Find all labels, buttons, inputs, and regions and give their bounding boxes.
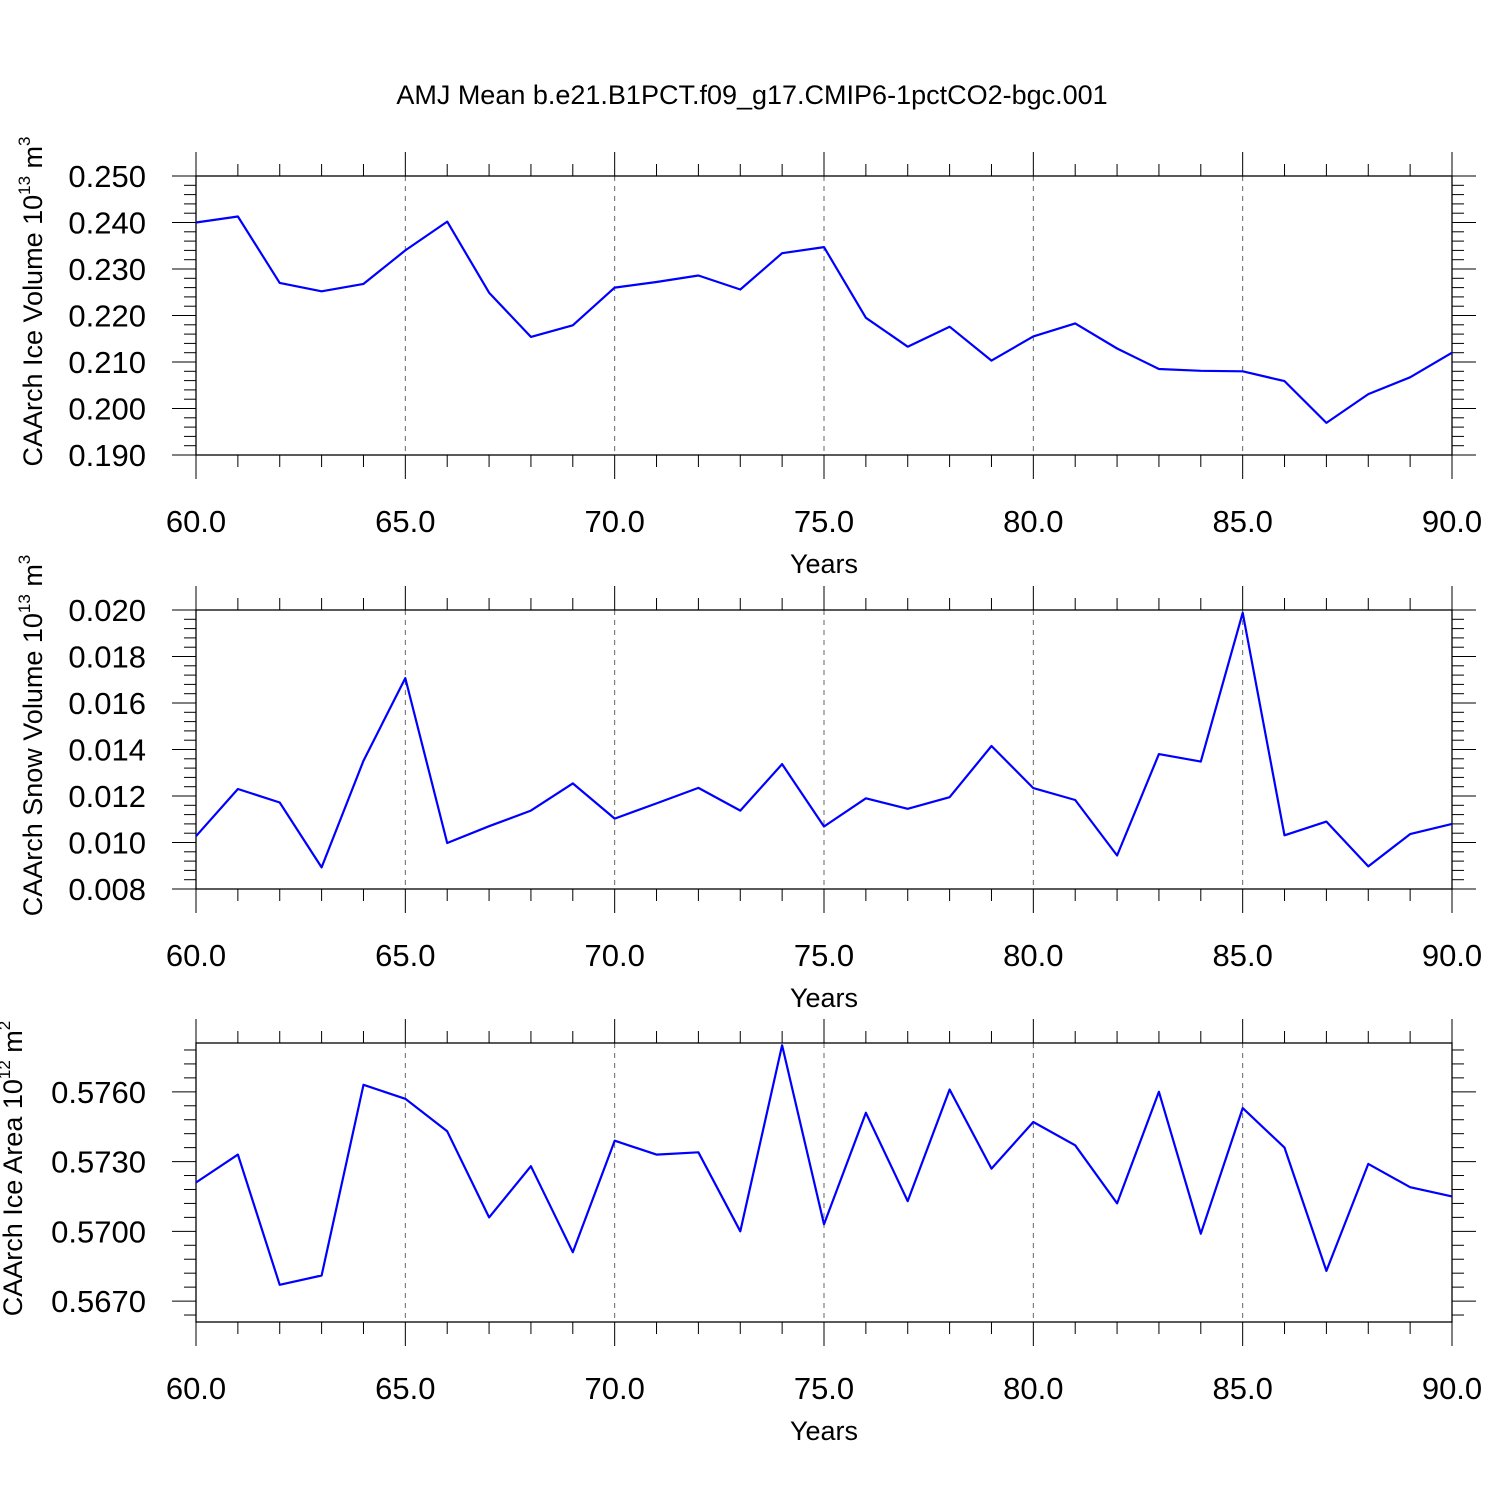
chart-panel-2: 60.0 65.0 70.0 75.0 80.0 85.0 90.0 Years 0.008 0.…	[15, 555, 1482, 1013]
x-axis-label: Years	[790, 549, 858, 579]
x-tick-label: 75.0	[794, 1371, 854, 1406]
x-tick-label: 85.0	[1212, 504, 1272, 539]
y-axis-label: CAArch Ice Area 1012 m2	[0, 1021, 28, 1317]
y-tick-label: 0.190	[68, 438, 146, 473]
x-tick-label: 65.0	[375, 1371, 435, 1406]
x-axis-label: Years	[790, 1416, 858, 1446]
x-tick-label: 80.0	[1003, 1371, 1063, 1406]
y-axis-label: CAArch Snow Volume 1013 m3	[15, 555, 48, 917]
series-line	[195, 1044, 1453, 1286]
y-tick-label: 0.5700	[51, 1214, 146, 1249]
chart-panel-3: 60.0 65.0 70.0 75.0 80.0 85.0 90.0 Years 0.5670 0…	[0, 1019, 1482, 1446]
y-tick-label: 0.220	[68, 299, 146, 334]
x-tick-label: 65.0	[375, 938, 435, 973]
x-tick-label: 90.0	[1422, 938, 1482, 973]
series-line	[195, 611, 1453, 869]
y-tick-label: 0.020	[68, 593, 146, 628]
figure-title: AMJ Mean b.e21.B1PCT.f09_g17.CMIP6-1pctC…	[396, 80, 1107, 110]
panels: 60.0 65.0 70.0 75.0 80.0 85.0 90.0 Years 0.190 0.…	[0, 136, 1482, 1446]
x-tick-label: 85.0	[1212, 938, 1272, 973]
y-tick-label: 0.5670	[51, 1284, 146, 1319]
y-tick-label: 0.230	[68, 252, 146, 287]
x-tick-label: 80.0	[1003, 504, 1063, 539]
x-tick-label: 60.0	[166, 938, 226, 973]
y-tick-label: 0.008	[68, 872, 146, 907]
x-tick-label: 90.0	[1422, 1371, 1482, 1406]
x-tick-label: 60.0	[166, 1371, 226, 1406]
y-tick-label: 0.240	[68, 206, 146, 241]
y-tick-label: 0.200	[68, 392, 146, 427]
y-tick-label: 0.250	[68, 159, 146, 194]
x-axis-label: Years	[790, 983, 858, 1013]
y-tick-label: 0.5760	[51, 1075, 146, 1110]
x-tick-label: 65.0	[375, 504, 435, 539]
y-tick-label: 0.016	[68, 686, 146, 721]
y-tick-label: 0.018	[68, 640, 146, 675]
x-tick-label: 90.0	[1422, 504, 1482, 539]
y-axis-label: CAArch Ice Volume 1013 m3	[15, 136, 48, 466]
x-tick-label: 75.0	[794, 504, 854, 539]
x-tick-label: 85.0	[1212, 1371, 1272, 1406]
x-tick-label: 70.0	[584, 1371, 644, 1406]
y-tick-label: 0.010	[68, 826, 146, 861]
x-tick-label: 70.0	[584, 504, 644, 539]
x-tick-label: 80.0	[1003, 938, 1063, 973]
y-tick-label: 0.014	[68, 733, 146, 768]
chart-panel-1: 60.0 65.0 70.0 75.0 80.0 85.0 90.0 Years 0.190 0.…	[15, 136, 1482, 579]
x-tick-label: 70.0	[584, 938, 644, 973]
series-line	[195, 215, 1453, 424]
y-tick-label: 0.210	[68, 345, 146, 380]
x-tick-label: 75.0	[794, 938, 854, 973]
y-tick-label: 0.012	[68, 779, 146, 814]
x-tick-label: 60.0	[166, 504, 226, 539]
y-tick-label: 0.5730	[51, 1145, 146, 1180]
